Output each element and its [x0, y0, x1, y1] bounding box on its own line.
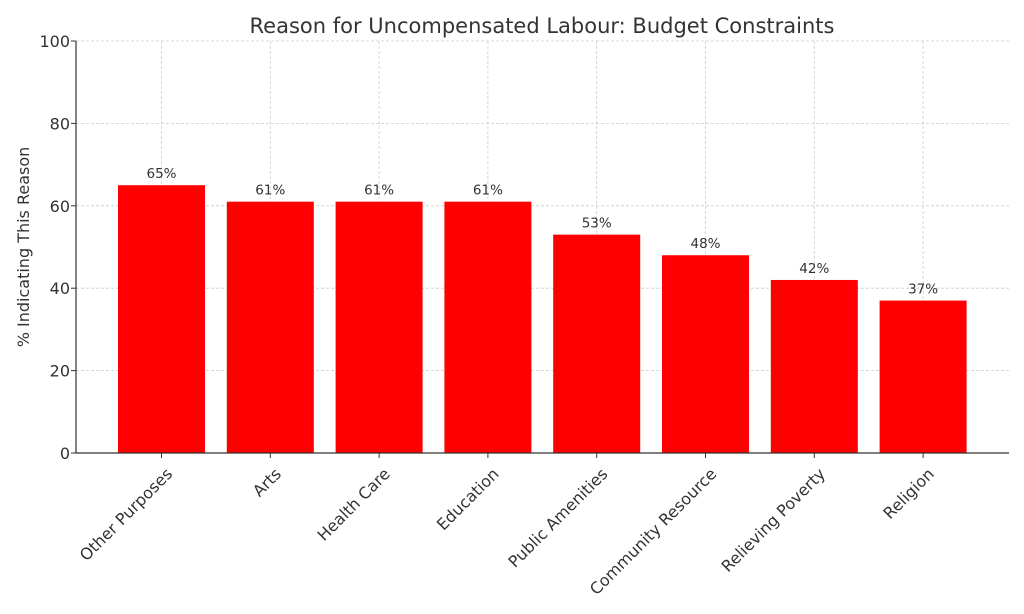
- y-tick-label: 40: [50, 279, 70, 298]
- bar-public-amenities: [553, 234, 641, 453]
- x-tick-label: Arts: [249, 464, 285, 500]
- x-tick-label: Other Purposes: [76, 464, 176, 564]
- bar-community-resource: [662, 255, 749, 453]
- y-tick-label: 100: [39, 32, 70, 51]
- y-axis-ticks: 0 20 40 60 80 100: [39, 32, 76, 463]
- y-tick-label: 20: [50, 362, 70, 381]
- x-tick-label: Relieving Poverty: [717, 464, 829, 576]
- y-axis-label: % Indicating This Reason: [14, 147, 33, 348]
- bar-religion: [879, 300, 967, 453]
- x-tick-label: Health Care: [313, 464, 393, 544]
- data-label: 42%: [799, 261, 829, 277]
- bars: [118, 185, 967, 453]
- bar-arts: [226, 201, 314, 453]
- y-tick-label: 60: [50, 197, 70, 216]
- data-label: 48%: [690, 236, 720, 252]
- x-tick-label: Education: [433, 464, 503, 534]
- data-label: 61%: [255, 183, 285, 199]
- bar-other-purposes: [118, 185, 205, 453]
- data-label: 61%: [473, 183, 503, 199]
- data-label: 61%: [364, 183, 394, 199]
- x-tick-label: Religion: [879, 464, 937, 522]
- bar-relieving-poverty: [770, 279, 858, 453]
- chart-title: Reason for Uncompensated Labour: Budget …: [250, 14, 835, 38]
- x-axis-ticks: Other Purposes Arts Health Care Education Pu…: [76, 453, 938, 599]
- grid-lines: [76, 40, 1009, 454]
- data-label: 37%: [908, 282, 938, 298]
- y-tick-label: 0: [60, 444, 70, 463]
- x-tick-label: Community Resource: [586, 464, 720, 598]
- data-label: 53%: [582, 216, 612, 232]
- y-tick-label: 80: [50, 114, 70, 133]
- x-tick-label: Public Amenities: [504, 464, 611, 571]
- data-label: 65%: [146, 166, 176, 182]
- axes: [75, 41, 1009, 454]
- bar-health-care: [335, 201, 423, 453]
- bar-education: [444, 201, 532, 453]
- data-labels: 65% 61% 61% 61% 53% 48% 42% 37%: [146, 166, 938, 297]
